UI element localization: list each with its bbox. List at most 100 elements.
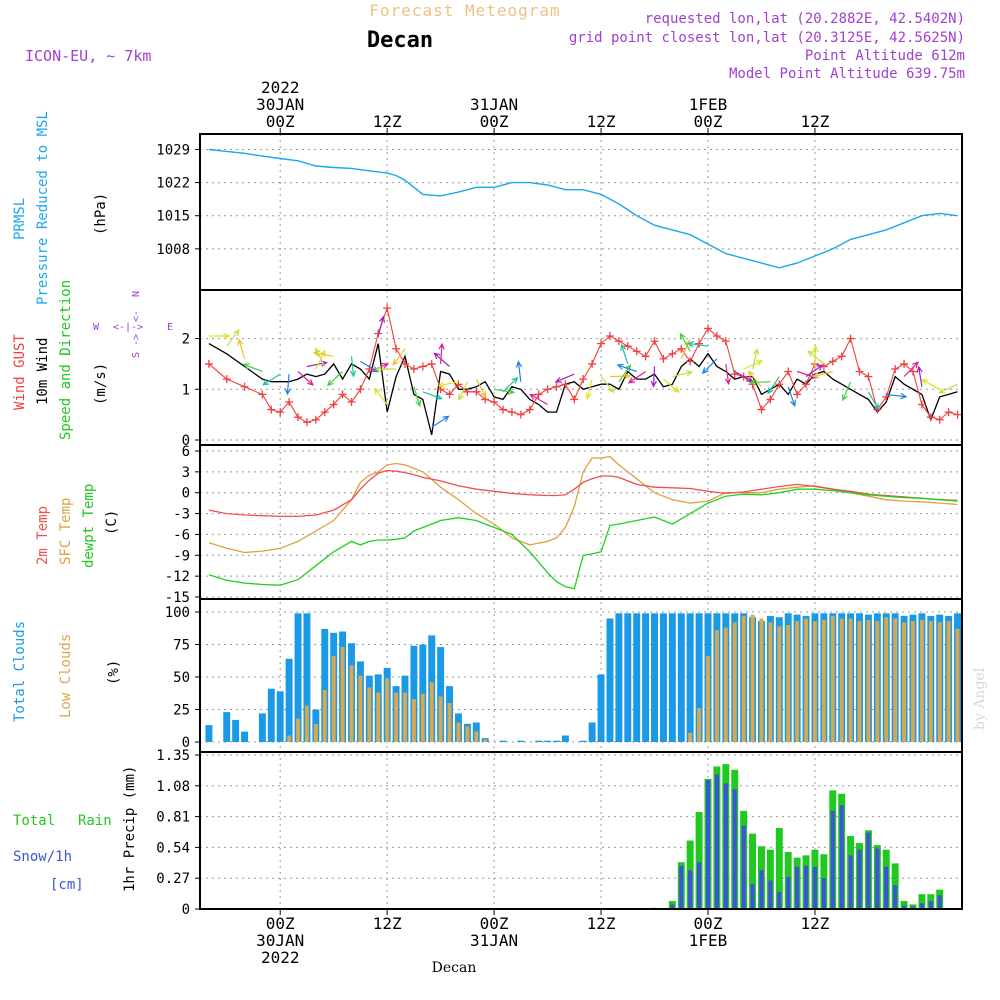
rain-bar	[695, 812, 703, 909]
precip-axis-label: 1hr Precip (mm)	[122, 766, 138, 892]
wind-direction-arrow	[360, 360, 379, 373]
time-label-top: 12Z	[587, 112, 616, 131]
gust-marker	[944, 408, 953, 417]
low-cloud-bar	[420, 693, 425, 742]
time-label-top: 00Z	[694, 112, 723, 131]
total-cloud-bar	[642, 613, 650, 742]
temperature-panel	[208, 455, 958, 590]
total-cloud-bar	[294, 613, 302, 742]
low-cloud-bar	[456, 722, 461, 742]
gust-line	[208, 306, 958, 423]
gust-marker	[605, 332, 614, 341]
time-label-bottom: 00Z	[694, 914, 723, 933]
total-cloud-bar	[419, 644, 427, 742]
gust-marker	[614, 337, 623, 346]
gust-marker	[285, 397, 294, 406]
low-cloud-bar	[955, 628, 960, 742]
wind-direction-arrow	[663, 378, 680, 393]
time-label-top: 31JAN	[470, 95, 518, 114]
gust-marker	[864, 372, 873, 381]
gust-marker	[472, 387, 481, 396]
low-cloud-bar	[313, 723, 318, 742]
snow-bar	[937, 895, 942, 909]
gust-marker	[294, 413, 303, 422]
time-label-bottom: 12Z	[373, 914, 402, 933]
y-tick-label: 0	[182, 486, 190, 502]
gust-marker	[766, 395, 775, 404]
gust-marker	[659, 354, 668, 363]
low-cloud-bar	[866, 619, 871, 742]
total-cloud-bar	[624, 613, 632, 742]
wind-direction-arrow	[686, 341, 709, 348]
gust-marker	[445, 390, 454, 399]
low-cloud-bar	[813, 621, 817, 742]
wind-direction-arrow	[373, 387, 388, 405]
low-cloud-bar	[403, 692, 407, 742]
wind-panel	[204, 304, 962, 436]
time-label-bottom: 1FEB	[689, 931, 728, 950]
total-cloud-bar	[535, 740, 543, 742]
total-cloud-bar	[517, 740, 525, 742]
gust-marker	[427, 359, 436, 368]
dewpt-line	[208, 488, 958, 590]
requested-coords: requested lon,lat (20.2882E, 42.5402N)	[645, 11, 965, 27]
snow-bar	[803, 865, 809, 909]
gust-marker	[623, 342, 632, 351]
y-tick-label: 1029	[156, 142, 190, 158]
low-cloud-bar	[732, 622, 737, 742]
temp-label-unit: (C)	[104, 510, 120, 535]
rain-bar	[900, 901, 908, 909]
wind-direction-arrow	[867, 391, 880, 411]
gust-marker	[507, 408, 516, 417]
low-cloud-bar	[875, 621, 880, 742]
snow-bar	[910, 906, 916, 909]
time-label-top: 12Z	[373, 112, 402, 131]
gust-marker	[650, 337, 659, 346]
snow-bar	[741, 825, 746, 909]
low-cloud-bar	[928, 621, 933, 742]
gust-marker	[409, 365, 418, 373]
total-cloud-bar	[677, 613, 685, 742]
total-cloud-bar	[223, 712, 231, 742]
wind-direction-arrow	[312, 350, 334, 357]
gust-marker	[374, 329, 383, 338]
gust-marker	[418, 362, 427, 371]
wind-direction-arrow	[226, 329, 240, 347]
y-tick-label: 0	[182, 735, 190, 751]
snow-bar	[786, 877, 791, 909]
wind-direction-arrow	[422, 391, 443, 400]
y-tick-label: 0.81	[156, 810, 190, 826]
station-title: Decan	[367, 28, 433, 53]
y-tick-label: 1022	[156, 176, 190, 192]
snow-bar	[777, 891, 782, 909]
low-cloud-bar	[821, 619, 826, 742]
wind-direction-arrow	[616, 363, 637, 373]
compass-w: W	[93, 322, 100, 333]
y-tick-label: 1.08	[156, 779, 190, 795]
gust-marker	[267, 405, 276, 414]
total-cloud-bar	[285, 658, 293, 742]
snow-bar	[848, 855, 853, 909]
time-label-top: 12Z	[800, 112, 829, 131]
pressure-label-prmsl: PRMSL	[12, 198, 28, 240]
wind-speed-line	[208, 343, 958, 436]
gust-marker	[793, 390, 802, 399]
gust-marker	[258, 390, 267, 399]
gust-marker	[240, 382, 249, 391]
snow-bar	[884, 866, 889, 909]
snow-bar	[697, 862, 702, 909]
clouds-panel	[205, 613, 962, 742]
gust-marker	[721, 337, 730, 346]
low-cloud-bar	[759, 618, 764, 742]
wind-direction-arrow	[807, 350, 825, 365]
gust-marker	[828, 357, 837, 366]
gust-marker	[597, 339, 606, 348]
low-cloud-bar	[902, 622, 907, 742]
low-cloud-bar	[438, 696, 443, 742]
compass-arrows: <-|->	[113, 322, 143, 333]
wind-direction-arrow	[600, 376, 615, 394]
gust-marker	[891, 365, 900, 373]
total-cloud-bar	[303, 613, 311, 742]
